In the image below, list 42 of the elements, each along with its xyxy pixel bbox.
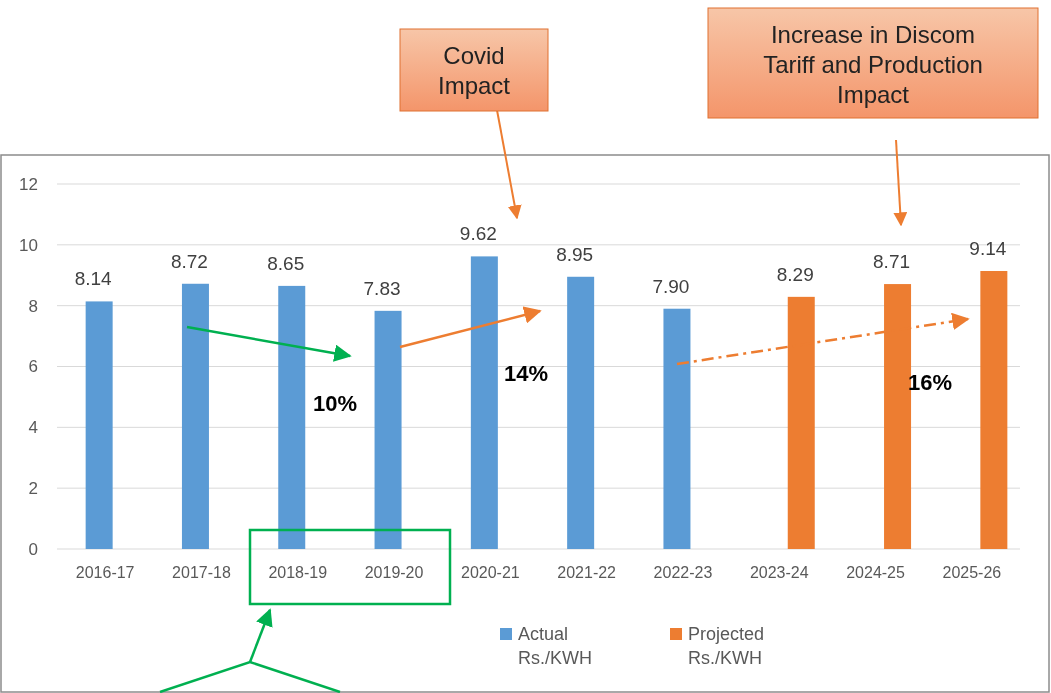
data-label: 8.71 [873, 251, 911, 273]
data-label: 8.14 [74, 268, 113, 290]
annotation: 14% [503, 360, 549, 386]
bar [85, 301, 113, 549]
y-tick-label: 0 [28, 539, 38, 559]
legend-label: Actual Rs./KWH [518, 624, 592, 668]
bar [567, 276, 595, 549]
y-tick-label: 10 [19, 235, 38, 255]
x-tick-label: 2017-18 [172, 564, 231, 581]
data-label: 8.65 [267, 252, 305, 274]
data-label: 8.29 [776, 263, 814, 285]
x-tick-label: 2020-21 [460, 564, 520, 581]
data-label: 8.95 [556, 243, 594, 265]
x-tick-label: 2019-20 [364, 564, 424, 581]
x-tick-label: 2018-19 [268, 564, 328, 581]
x-tick-label: 2023-24 [749, 564, 809, 581]
y-tick-label: 8 [28, 296, 38, 316]
x-tick-label: 2022-23 [653, 564, 713, 581]
x-tick-label: 2024-25 [846, 564, 906, 581]
data-label: 7.83 [363, 277, 401, 299]
y-tick-label: 6 [28, 357, 38, 377]
bar [181, 283, 209, 549]
data-label: 8.72 [170, 250, 208, 272]
x-tick-label: 2025-26 [942, 564, 1002, 581]
bar [663, 308, 691, 549]
y-tick-label: 12 [19, 174, 38, 194]
y-tick-label: 4 [28, 418, 38, 438]
bar [374, 310, 402, 549]
legend-label: Projected Rs./KWH [688, 624, 765, 668]
data-label: 9.14 [969, 237, 1007, 259]
data-label: 7.90 [652, 275, 690, 297]
x-tick-label: 2016-17 [75, 564, 135, 581]
bar [278, 285, 306, 549]
y-tick-label: 2 [28, 479, 38, 499]
bar [787, 296, 815, 549]
annotation: 10% [312, 390, 358, 416]
text: Increase in Discom Tariff and Production Impact [763, 20, 983, 108]
bar [470, 256, 498, 549]
x-tick-label: 2021-22 [557, 564, 617, 581]
text: Covid Impact [437, 42, 511, 99]
data-label: 9.62 [459, 223, 497, 245]
bar [980, 270, 1008, 549]
